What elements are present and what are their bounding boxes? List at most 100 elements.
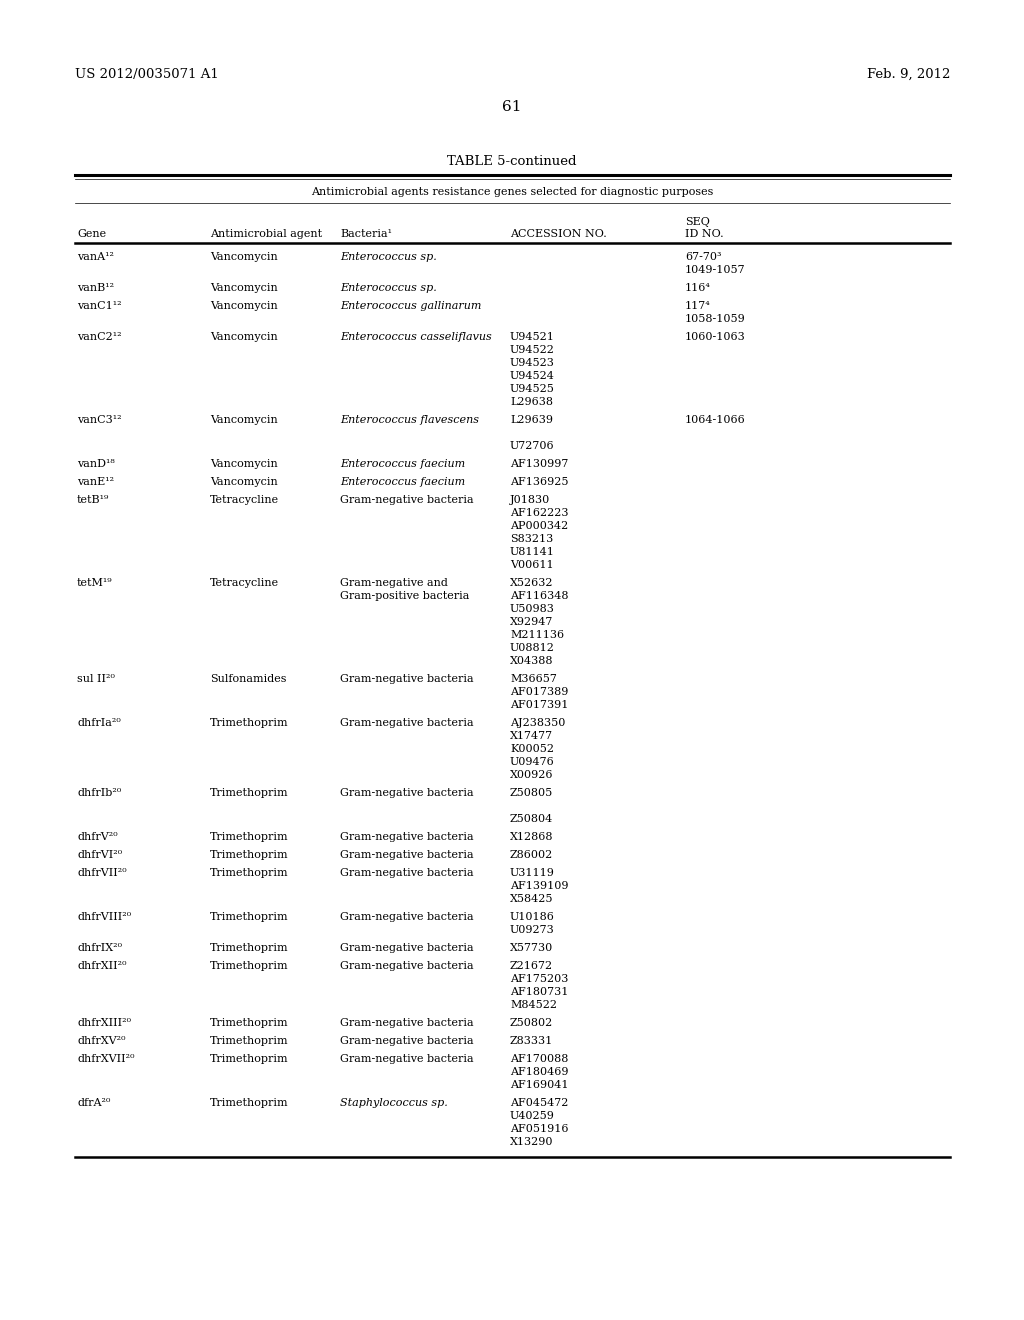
Text: Trimethoprim: Trimethoprim	[210, 869, 289, 878]
Text: Gene: Gene	[77, 228, 106, 239]
Text: Gram-negative bacteria: Gram-negative bacteria	[340, 961, 474, 972]
Text: vanD¹⁸: vanD¹⁸	[77, 459, 115, 469]
Text: US 2012/0035071 A1: US 2012/0035071 A1	[75, 69, 219, 81]
Text: tetM¹⁹: tetM¹⁹	[77, 578, 113, 587]
Text: Gram-negative bacteria: Gram-negative bacteria	[340, 1018, 474, 1028]
Text: vanB¹²: vanB¹²	[77, 282, 114, 293]
Text: Vancomycin: Vancomycin	[210, 282, 278, 293]
Text: AF180731: AF180731	[510, 987, 568, 997]
Text: U94524: U94524	[510, 371, 555, 381]
Text: K00052: K00052	[510, 744, 554, 754]
Text: vanC2¹²: vanC2¹²	[77, 333, 122, 342]
Text: Z50805: Z50805	[510, 788, 553, 799]
Text: AF136925: AF136925	[510, 477, 568, 487]
Text: U08812: U08812	[510, 643, 555, 653]
Text: dhfrXVII²⁰: dhfrXVII²⁰	[77, 1053, 134, 1064]
Text: AF169041: AF169041	[510, 1080, 568, 1090]
Text: AJ238350: AJ238350	[510, 718, 565, 729]
Text: Trimethoprim: Trimethoprim	[210, 1018, 289, 1028]
Text: Trimethoprim: Trimethoprim	[210, 912, 289, 921]
Text: dhfrXIII²⁰: dhfrXIII²⁰	[77, 1018, 131, 1028]
Text: Trimethoprim: Trimethoprim	[210, 1053, 289, 1064]
Text: U94523: U94523	[510, 358, 555, 368]
Text: Vancomycin: Vancomycin	[210, 252, 278, 261]
Text: Vancomycin: Vancomycin	[210, 333, 278, 342]
Text: 116⁴: 116⁴	[685, 282, 711, 293]
Text: Gram-negative bacteria: Gram-negative bacteria	[340, 850, 474, 861]
Text: M36657: M36657	[510, 675, 557, 684]
Text: U81141: U81141	[510, 546, 555, 557]
Text: Trimethoprim: Trimethoprim	[210, 832, 289, 842]
Text: dhfrXII²⁰: dhfrXII²⁰	[77, 961, 127, 972]
Text: L29639: L29639	[510, 414, 553, 425]
Text: Enterococcus casseliflavus: Enterococcus casseliflavus	[340, 333, 492, 342]
Text: Z50802: Z50802	[510, 1018, 553, 1028]
Text: Gram-negative bacteria: Gram-negative bacteria	[340, 718, 474, 729]
Text: AF162223: AF162223	[510, 508, 568, 517]
Text: X17477: X17477	[510, 731, 553, 741]
Text: 1058-1059: 1058-1059	[685, 314, 745, 323]
Text: Gram-negative bacteria: Gram-negative bacteria	[340, 675, 474, 684]
Text: Gram-negative bacteria: Gram-negative bacteria	[340, 912, 474, 921]
Text: dhfrIb²⁰: dhfrIb²⁰	[77, 788, 121, 799]
Text: U72706: U72706	[510, 441, 555, 451]
Text: dhfrIX²⁰: dhfrIX²⁰	[77, 942, 122, 953]
Text: Feb. 9, 2012: Feb. 9, 2012	[866, 69, 950, 81]
Text: J01830: J01830	[510, 495, 550, 506]
Text: U94522: U94522	[510, 345, 555, 355]
Text: Gram-positive bacteria: Gram-positive bacteria	[340, 591, 469, 601]
Text: Vancomycin: Vancomycin	[210, 301, 278, 312]
Text: U10186: U10186	[510, 912, 555, 921]
Text: Trimethoprim: Trimethoprim	[210, 1098, 289, 1107]
Text: U09476: U09476	[510, 756, 555, 767]
Text: Sulfonamides: Sulfonamides	[210, 675, 287, 684]
Text: vanA¹²: vanA¹²	[77, 252, 114, 261]
Text: 117⁴: 117⁴	[685, 301, 711, 312]
Text: Gram-negative bacteria: Gram-negative bacteria	[340, 1036, 474, 1045]
Text: Tetracycline: Tetracycline	[210, 578, 280, 587]
Text: vanC3¹²: vanC3¹²	[77, 414, 122, 425]
Text: Staphylococcus sp.: Staphylococcus sp.	[340, 1098, 447, 1107]
Text: Antimicrobial agents resistance genes selected for diagnostic purposes: Antimicrobial agents resistance genes se…	[311, 187, 713, 197]
Text: Gram-negative bacteria: Gram-negative bacteria	[340, 869, 474, 878]
Text: Gram-negative bacteria: Gram-negative bacteria	[340, 832, 474, 842]
Text: 1060-1063: 1060-1063	[685, 333, 745, 342]
Text: U09273: U09273	[510, 925, 555, 935]
Text: Gram-negative bacteria: Gram-negative bacteria	[340, 942, 474, 953]
Text: Tetracycline: Tetracycline	[210, 495, 280, 506]
Text: Vancomycin: Vancomycin	[210, 477, 278, 487]
Text: Trimethoprim: Trimethoprim	[210, 942, 289, 953]
Text: Trimethoprim: Trimethoprim	[210, 850, 289, 861]
Text: Enterococcus faecium: Enterococcus faecium	[340, 477, 465, 487]
Text: vanE¹²: vanE¹²	[77, 477, 114, 487]
Text: Bacteria¹: Bacteria¹	[340, 228, 392, 239]
Text: 1049-1057: 1049-1057	[685, 265, 745, 275]
Text: AF045472: AF045472	[510, 1098, 568, 1107]
Text: Vancomycin: Vancomycin	[210, 459, 278, 469]
Text: TABLE 5-continued: TABLE 5-continued	[447, 154, 577, 168]
Text: AF130997: AF130997	[510, 459, 568, 469]
Text: U94525: U94525	[510, 384, 555, 393]
Text: tetB¹⁹: tetB¹⁹	[77, 495, 110, 506]
Text: vanC1¹²: vanC1¹²	[77, 301, 122, 312]
Text: ID NO.: ID NO.	[685, 228, 724, 239]
Text: AF139109: AF139109	[510, 880, 568, 891]
Text: 61: 61	[502, 100, 522, 114]
Text: Vancomycin: Vancomycin	[210, 414, 278, 425]
Text: U40259: U40259	[510, 1111, 555, 1121]
Text: 1064-1066: 1064-1066	[685, 414, 745, 425]
Text: Trimethoprim: Trimethoprim	[210, 961, 289, 972]
Text: dhfrVI²⁰: dhfrVI²⁰	[77, 850, 122, 861]
Text: X13290: X13290	[510, 1137, 554, 1147]
Text: U31119: U31119	[510, 869, 555, 878]
Text: M84522: M84522	[510, 1001, 557, 1010]
Text: dfrA²⁰: dfrA²⁰	[77, 1098, 111, 1107]
Text: SEQ: SEQ	[685, 216, 710, 227]
Text: AF017391: AF017391	[510, 700, 568, 710]
Text: sul II²⁰: sul II²⁰	[77, 675, 115, 684]
Text: Enterococcus sp.: Enterococcus sp.	[340, 282, 437, 293]
Text: X57730: X57730	[510, 942, 553, 953]
Text: Enterococcus flavescens: Enterococcus flavescens	[340, 414, 479, 425]
Text: L29638: L29638	[510, 397, 553, 407]
Text: Gram-negative bacteria: Gram-negative bacteria	[340, 495, 474, 506]
